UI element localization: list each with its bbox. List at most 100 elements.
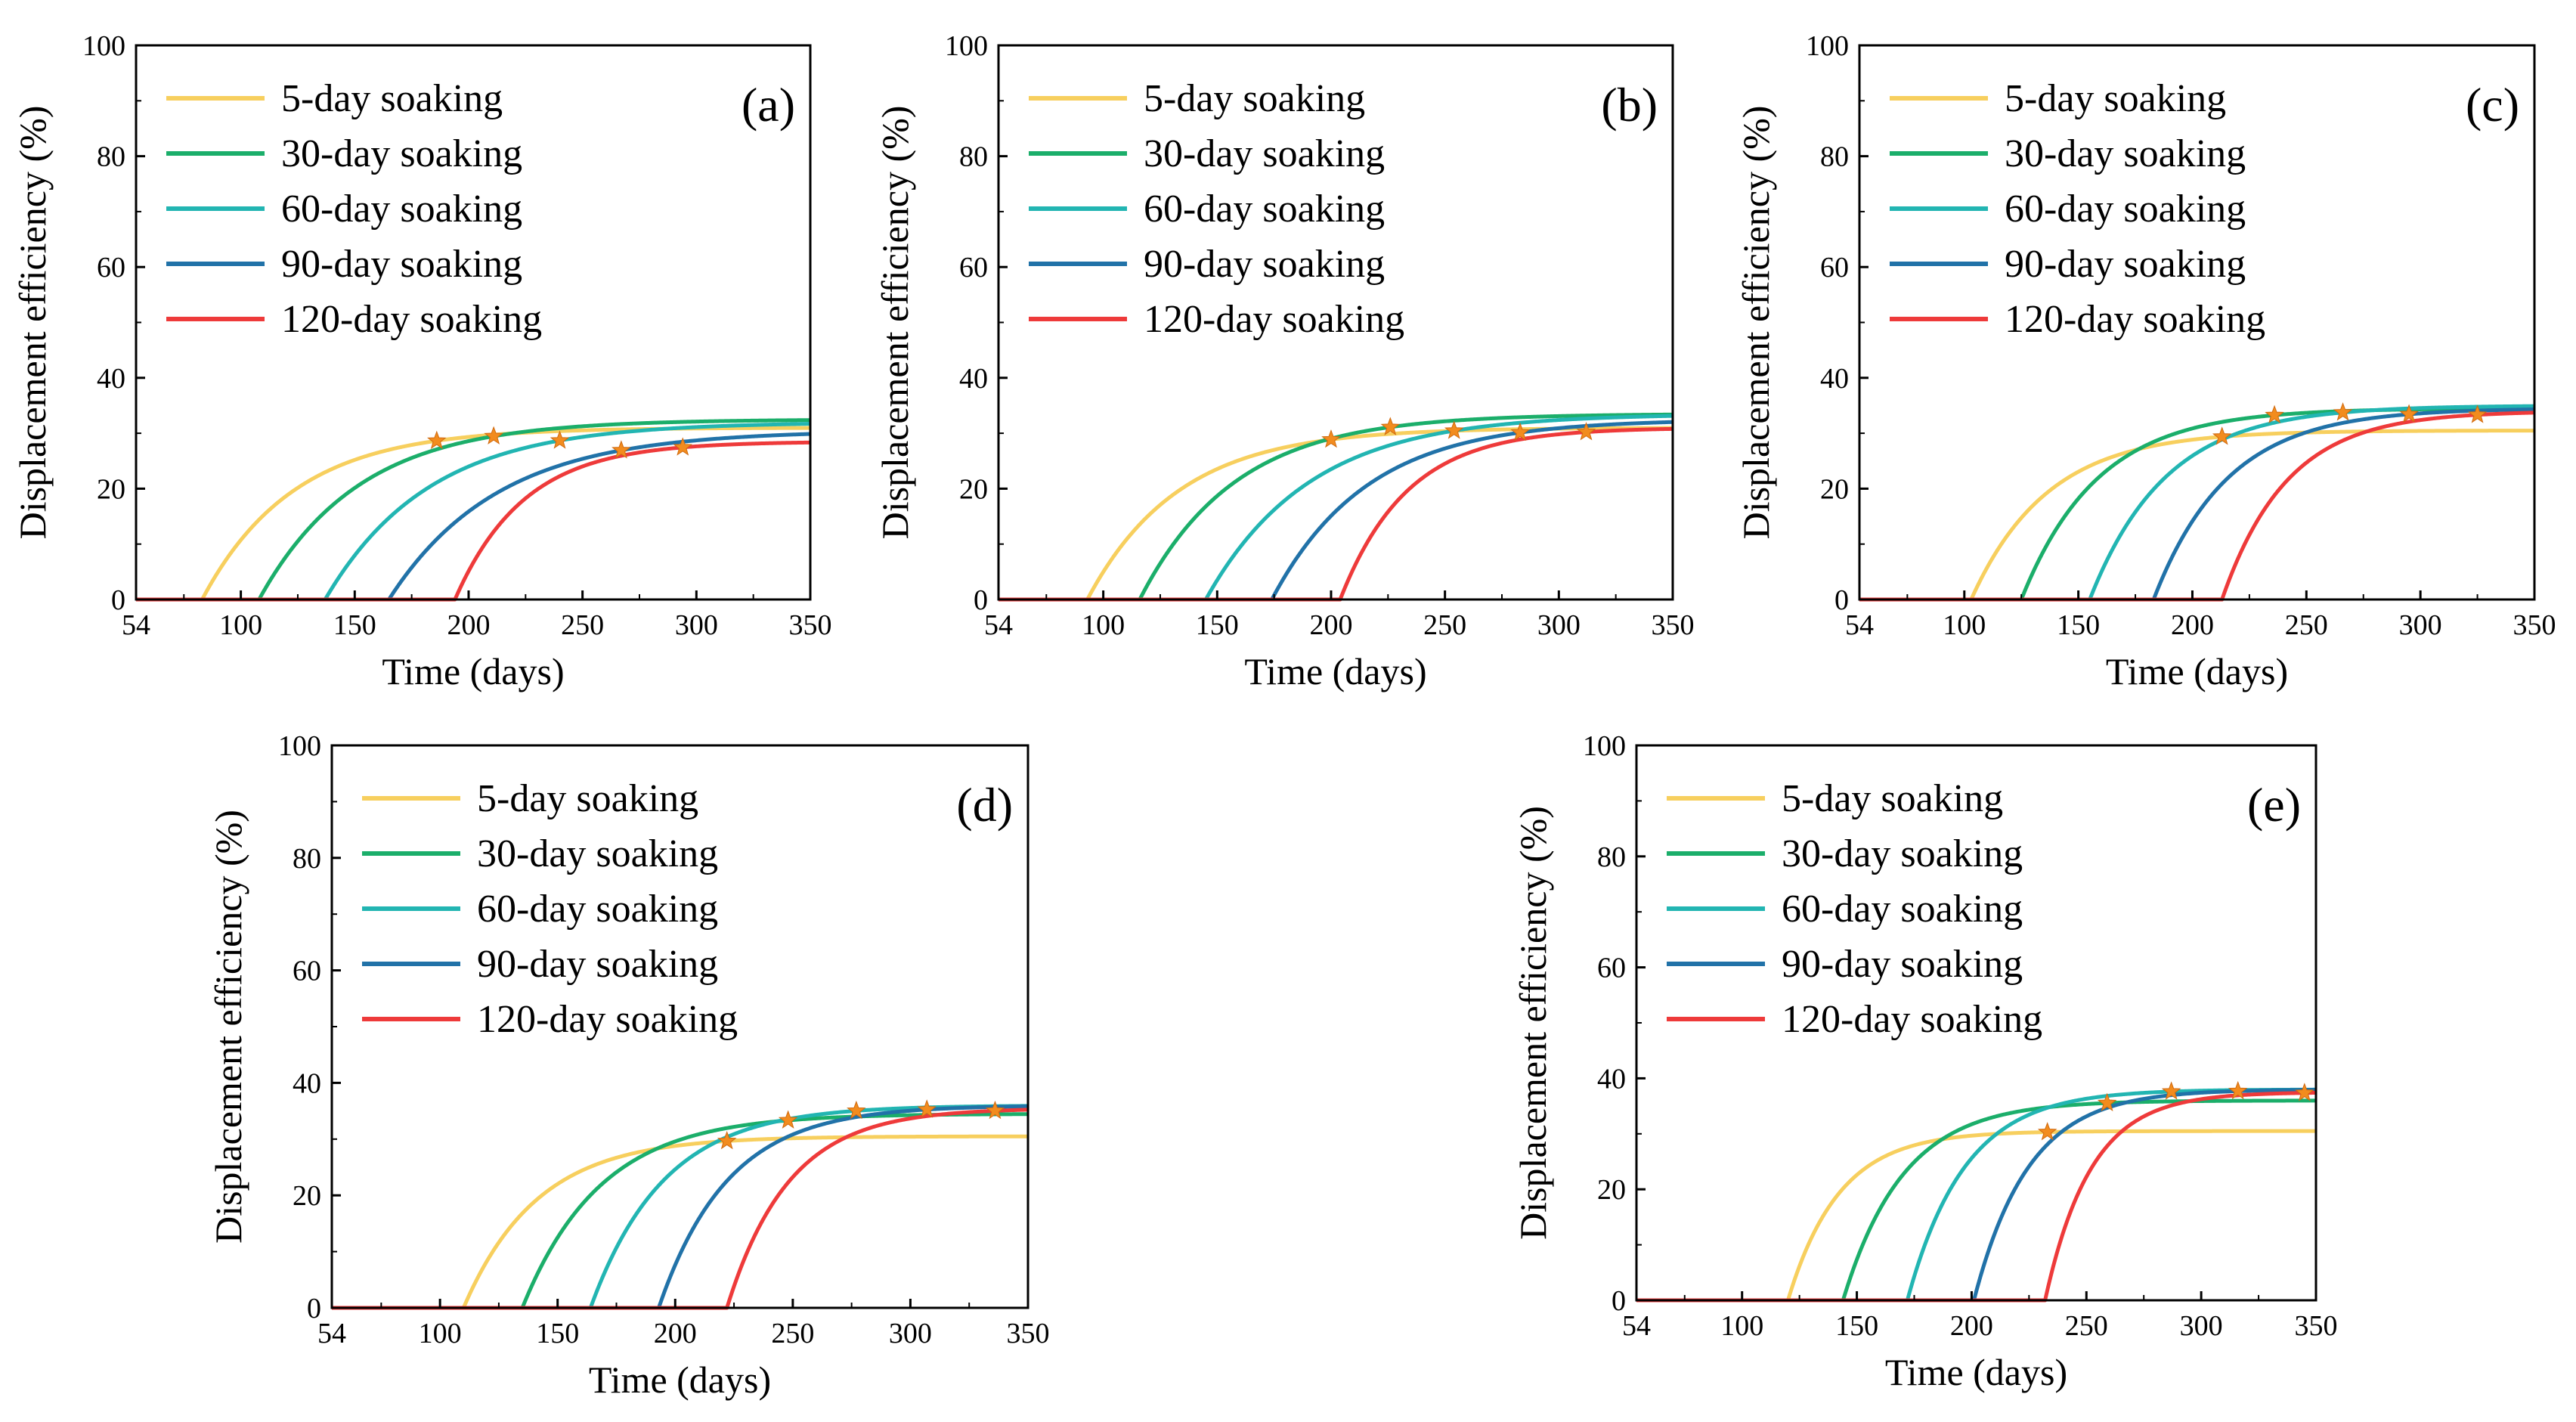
star-marker-3 bbox=[550, 430, 570, 449]
legend: 5-day soaking 30-day soaking 60-day soakin… bbox=[1029, 77, 1404, 341]
x-tick-label: 54 bbox=[122, 609, 150, 641]
series-line-4 bbox=[135, 432, 811, 602]
y-axis-title: Displacement efficiency (%) bbox=[874, 106, 916, 540]
star-marker-5 bbox=[985, 1100, 1005, 1120]
y-tick-label: 100 bbox=[278, 730, 321, 762]
legend-label-1: 5-day soaking bbox=[1782, 777, 2003, 820]
series-line-1 bbox=[331, 1134, 1029, 1310]
x-tick-label: 300 bbox=[675, 609, 718, 641]
x-axis-title: Time (days) bbox=[1244, 650, 1426, 692]
legend-label-1: 5-day soaking bbox=[477, 777, 698, 820]
legend-label-2: 30-day soaking bbox=[1144, 132, 1385, 175]
y-tick-label: 80 bbox=[97, 141, 125, 173]
legend-label-4: 90-day soaking bbox=[281, 243, 522, 286]
series-line-3 bbox=[1859, 404, 2535, 602]
y-axis-title: Displacement efficiency (%) bbox=[207, 810, 249, 1244]
series-line-2 bbox=[331, 1112, 1029, 1310]
y-tick-label: 0 bbox=[974, 584, 988, 616]
legend-label-2: 30-day soaking bbox=[281, 132, 522, 175]
x-tick-label: 300 bbox=[2399, 609, 2442, 641]
legend: 5-day soaking 30-day soaking 60-day soakin… bbox=[362, 777, 738, 1041]
legend: 5-day soaking 30-day soaking 60-day soakin… bbox=[166, 77, 542, 341]
x-tick-label: 350 bbox=[2513, 609, 2556, 641]
x-axis-title: Time (days) bbox=[382, 650, 564, 692]
x-tick-label: 300 bbox=[889, 1318, 932, 1349]
x-tick-label: 200 bbox=[1950, 1310, 1993, 1342]
x-tick-label: 54 bbox=[1622, 1310, 1651, 1342]
chart-panel-d: 54 100 150 200 250 300 350 0 20 40 60 80 100 Time (da… bbox=[207, 730, 1050, 1401]
series-line-2 bbox=[1859, 406, 2535, 602]
x-tick-label: 150 bbox=[1196, 609, 1239, 641]
legend-label-2: 30-day soaking bbox=[2005, 132, 2246, 175]
y-tick-label: 40 bbox=[959, 363, 988, 395]
series-line-2 bbox=[998, 412, 1673, 602]
x-tick-label: 200 bbox=[2171, 609, 2214, 641]
y-tick-label: 40 bbox=[97, 363, 125, 395]
x-tick-label: 150 bbox=[333, 609, 376, 641]
x-tick-label: 100 bbox=[219, 609, 262, 641]
x-tick-label: 300 bbox=[2180, 1310, 2223, 1342]
y-axis-title: Displacement efficiency (%) bbox=[11, 106, 54, 540]
star-marker-3 bbox=[2161, 1081, 2181, 1100]
x-tick-label: 250 bbox=[2065, 1310, 2108, 1342]
legend-label-5: 120-day soaking bbox=[281, 298, 542, 341]
legend-label-3: 60-day soaking bbox=[477, 888, 718, 931]
panel-label: (e) bbox=[2247, 778, 2301, 832]
x-tick-label: 250 bbox=[771, 1318, 814, 1349]
x-tick-label: 100 bbox=[419, 1318, 462, 1349]
x-tick-label: 100 bbox=[1943, 609, 1986, 641]
x-axis-title: Time (days) bbox=[1885, 1351, 2067, 1393]
x-tick-label: 100 bbox=[1082, 609, 1125, 641]
y-tick-label: 60 bbox=[1597, 953, 1626, 984]
star-marker-1 bbox=[426, 430, 447, 449]
chart-panel-a: 54 100 150 200 250 300 350 0 20 40 60 80 100 Time (da… bbox=[11, 30, 832, 692]
star-marker-3 bbox=[1444, 420, 1464, 439]
panel-label: (a) bbox=[742, 78, 795, 132]
legend-label-5: 120-day soaking bbox=[1144, 298, 1404, 341]
y-tick-label: 60 bbox=[97, 252, 125, 283]
star-marker-5 bbox=[2467, 404, 2488, 423]
star-marker-2 bbox=[484, 426, 503, 445]
x-tick-label: 150 bbox=[1835, 1310, 1878, 1342]
y-tick-label: 40 bbox=[1597, 1063, 1626, 1095]
x-tick-label: 200 bbox=[654, 1318, 697, 1349]
legend-label-1: 5-day soaking bbox=[1144, 77, 1365, 120]
legend-label-2: 30-day soaking bbox=[477, 832, 718, 875]
star-marker-1 bbox=[717, 1130, 737, 1150]
y-tick-label: 20 bbox=[1820, 473, 1849, 505]
star-marker-2 bbox=[2265, 404, 2284, 424]
star-marker-4 bbox=[917, 1099, 937, 1118]
star-marker-5 bbox=[2295, 1083, 2314, 1101]
series-line-4 bbox=[998, 420, 1673, 602]
series-line-1 bbox=[135, 426, 811, 602]
x-axis-title: Time (days) bbox=[589, 1358, 771, 1401]
legend-label-5: 120-day soaking bbox=[2005, 298, 2265, 341]
y-tick-label: 100 bbox=[1583, 730, 1626, 762]
y-tick-label: 80 bbox=[293, 843, 321, 875]
legend-label-5: 120-day soaking bbox=[477, 998, 738, 1041]
star-marker-3 bbox=[2333, 402, 2353, 421]
x-tick-label: 150 bbox=[2057, 609, 2100, 641]
star-marker-4 bbox=[611, 440, 631, 459]
star-marker-3 bbox=[847, 1100, 866, 1120]
x-tick-label: 350 bbox=[2295, 1310, 2338, 1342]
legend-label-1: 5-day soaking bbox=[281, 77, 503, 120]
x-tick-label: 350 bbox=[789, 609, 832, 641]
legend-label-3: 60-day soaking bbox=[1144, 187, 1385, 231]
legend-label-4: 90-day soaking bbox=[1782, 943, 2023, 986]
y-tick-label: 0 bbox=[1612, 1285, 1626, 1317]
y-tick-label: 80 bbox=[959, 141, 988, 173]
x-tick-label: 54 bbox=[1845, 609, 1874, 641]
legend-label-3: 60-day soaking bbox=[281, 187, 522, 231]
y-tick-label: 20 bbox=[1597, 1174, 1626, 1206]
x-tick-label: 300 bbox=[1537, 609, 1581, 641]
y-tick-label: 80 bbox=[1820, 141, 1849, 173]
x-tick-label: 250 bbox=[2285, 609, 2328, 641]
star-marker-5 bbox=[1576, 422, 1596, 441]
y-axis-title: Displacement efficiency (%) bbox=[1735, 106, 1777, 540]
legend-label-3: 60-day soaking bbox=[1782, 888, 2023, 931]
chart-panel-c: 54 100 150 200 250 300 350 0 20 40 60 80 100 Time (da… bbox=[1735, 30, 2556, 692]
legend-label-4: 90-day soaking bbox=[477, 943, 718, 986]
star-marker-2 bbox=[1380, 417, 1401, 435]
